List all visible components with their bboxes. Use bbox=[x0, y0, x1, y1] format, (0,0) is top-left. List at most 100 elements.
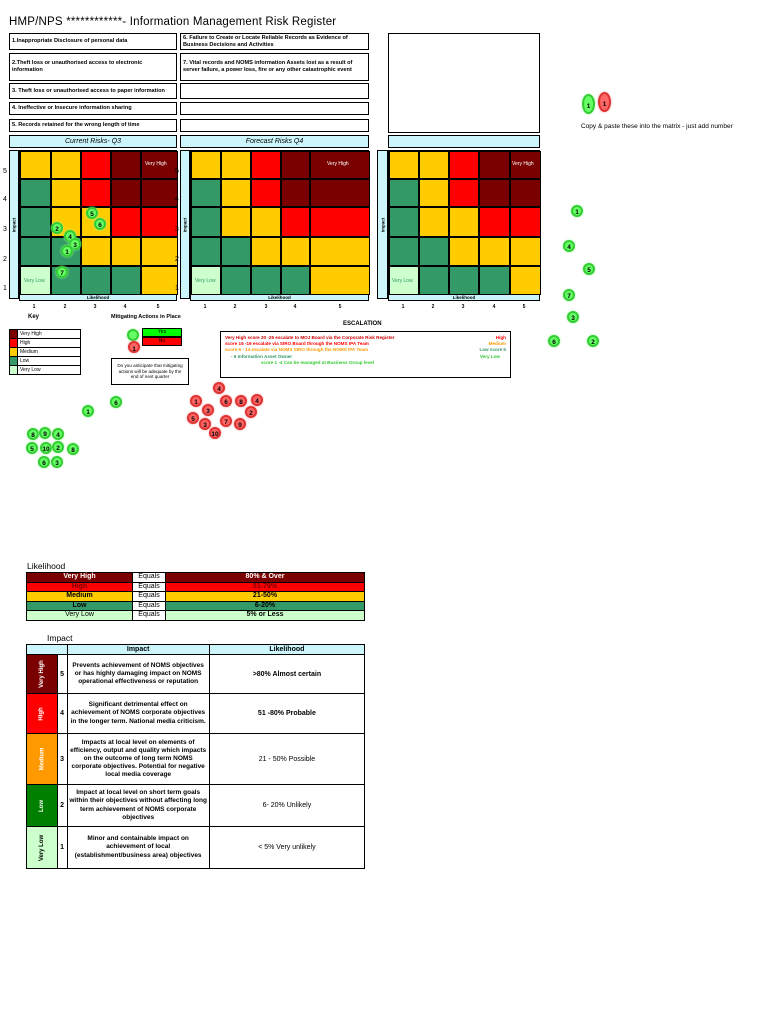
no-label[interactable]: No bbox=[142, 337, 182, 346]
spare-green-bubble[interactable]: 8 bbox=[27, 428, 39, 440]
spare-green-bubble[interactable]: 6 bbox=[110, 396, 122, 408]
loose-bubble[interactable]: 1 bbox=[571, 205, 583, 217]
x-tick: 1 bbox=[401, 304, 405, 310]
escalation-line-very-low: score 1 -4 Can be managed at Business Gr… bbox=[261, 359, 375, 365]
spare-red-bubble[interactable]: 3 bbox=[199, 418, 211, 430]
escalation-label-low: Low score 5 bbox=[479, 347, 506, 353]
x-tick: 2 bbox=[233, 304, 237, 310]
matrix-grid: Very High Very Low bbox=[388, 150, 541, 295]
spare-red-bubble[interactable]: 8 bbox=[235, 395, 247, 407]
impact-column-header: Impact bbox=[66, 644, 210, 655]
risk-bubble-5[interactable]: 5 bbox=[86, 207, 98, 219]
likelihood-row-very-high: Very High Equals 80% & Over bbox=[26, 572, 365, 583]
likelihood-table-title: Likelihood bbox=[27, 561, 66, 571]
risk-8-box[interactable] bbox=[180, 83, 369, 99]
y-tick: 2 bbox=[175, 256, 179, 263]
escalation-line-high: score 15 -19 escalate via SIRO Board thr… bbox=[225, 341, 369, 347]
spare-red-bubble[interactable]: 10 bbox=[209, 427, 221, 439]
loose-bubble[interactable]: 3 bbox=[567, 311, 579, 323]
x-tick: 4 bbox=[492, 304, 496, 310]
notes-box[interactable] bbox=[388, 33, 540, 133]
spare-red-bubble[interactable]: 2 bbox=[245, 406, 257, 418]
x-tick: 5 bbox=[338, 304, 342, 310]
page-title: HMP/NPS ************- Information Manage… bbox=[9, 16, 337, 28]
impact-row-high: High 4 Significant detrimental effect on… bbox=[26, 693, 366, 734]
y-tick: 4 bbox=[175, 196, 179, 203]
escalation-label-very-low: Very Low bbox=[479, 353, 500, 359]
risk-1-box[interactable]: 1.Inappropriate Disclosure of personal d… bbox=[9, 33, 177, 50]
loose-bubble[interactable]: 2 bbox=[587, 335, 599, 347]
key-legend: Very High High Medium Low Very Low bbox=[9, 329, 81, 375]
likelihood-row-high: High Equals 51-79% bbox=[26, 581, 365, 592]
risk-4-box[interactable]: 4. Ineffective or Insecure information s… bbox=[9, 102, 177, 115]
loose-bubble[interactable]: 6 bbox=[548, 335, 560, 347]
impact-table: Impact Likelihood Very High 5 Prevents a… bbox=[26, 644, 366, 869]
spare-red-bubble[interactable]: 1 bbox=[190, 395, 202, 407]
y-tick: 1 bbox=[3, 285, 7, 292]
spare-green-bubble[interactable]: 5 bbox=[26, 442, 38, 454]
green-bubble-template[interactable]: 1 bbox=[582, 94, 595, 114]
escalation-line-very-high: Very High score 20 -25 escalate to MOJ B… bbox=[225, 335, 395, 340]
spare-red-bubble[interactable]: 5 bbox=[187, 412, 199, 424]
no-bubble[interactable]: 1 bbox=[128, 341, 140, 353]
likelihood-axis: Likelihood bbox=[388, 294, 540, 301]
key-item-medium: Medium bbox=[9, 347, 81, 357]
risk-bubble-2[interactable]: 2 bbox=[51, 222, 63, 234]
yes-bubble[interactable] bbox=[127, 329, 139, 341]
risk-bubble-6[interactable]: 6 bbox=[94, 218, 106, 230]
risk-bubble-7[interactable]: 7 bbox=[56, 266, 68, 278]
likelihood-table: Very High Equals 80% & Over High Equals … bbox=[26, 572, 365, 621]
spare-green-bubble[interactable]: 2 bbox=[52, 441, 64, 453]
impact-axis: Impact bbox=[9, 150, 19, 299]
loose-bubble[interactable]: 4 bbox=[563, 240, 575, 252]
palette-instruction: Copy & paste these into the matrix - jus… bbox=[581, 123, 733, 130]
likelihood-axis: Likelihood bbox=[19, 294, 177, 301]
spare-green-bubble[interactable]: 1 bbox=[82, 405, 94, 417]
matrix-3-header bbox=[388, 135, 540, 148]
loose-bubble[interactable]: 7 bbox=[563, 289, 575, 301]
spare-red-bubble[interactable]: 4 bbox=[213, 382, 225, 394]
risk-9-box[interactable] bbox=[180, 102, 369, 115]
key-item-low: Low bbox=[9, 356, 81, 366]
spare-green-bubble[interactable]: 3 bbox=[51, 456, 63, 468]
y-tick: 4 bbox=[3, 196, 7, 203]
likelihood-row-low: Low Equals 6-20% bbox=[26, 600, 365, 611]
y-tick: 3 bbox=[3, 226, 7, 233]
spare-green-bubble[interactable]: 4 bbox=[52, 428, 64, 440]
escalation-label-high: High bbox=[495, 335, 506, 340]
x-tick: 1 bbox=[32, 304, 36, 310]
risk-6-box[interactable]: 6. Failure to Create or Locate Reliable … bbox=[180, 33, 369, 50]
impact-table-title: Impact bbox=[47, 633, 73, 643]
impact-row-low: Low 2 Impact at local level on short ter… bbox=[26, 784, 366, 827]
risk-bubble-1[interactable]: 1 bbox=[61, 245, 73, 257]
spare-green-bubble[interactable]: 10 bbox=[40, 442, 52, 454]
risk-3-box[interactable]: 3. Theft loss or unauthorised access to … bbox=[9, 83, 177, 99]
x-tick: 2 bbox=[431, 304, 435, 310]
loose-bubble[interactable]: 5 bbox=[583, 263, 595, 275]
spare-red-bubble[interactable]: 9 bbox=[234, 418, 246, 430]
spare-green-bubble[interactable]: 8 bbox=[67, 443, 79, 455]
escalation-box: Very High score 20 -25 escalate to MOJ B… bbox=[220, 331, 511, 378]
yes-label[interactable]: Yes bbox=[142, 328, 182, 337]
risk-10-box[interactable] bbox=[180, 119, 369, 132]
y-tick: 5 bbox=[175, 168, 179, 175]
spare-red-bubble[interactable]: 6 bbox=[220, 395, 232, 407]
risk-5-box[interactable]: 5. Records retained for the wrong length… bbox=[9, 119, 177, 132]
spare-green-bubble[interactable]: 9 bbox=[39, 427, 51, 439]
current-risks-header: Current Risks- Q3 bbox=[9, 135, 177, 148]
spare-green-bubble[interactable]: 6 bbox=[38, 456, 50, 468]
spare-red-bubble[interactable]: 7 bbox=[220, 415, 232, 427]
likelihood-row-very-low: Very Low Equals 5% or Less bbox=[26, 610, 365, 621]
escalation-title: ESCALATION bbox=[343, 321, 382, 327]
impact-axis: Impact bbox=[180, 150, 190, 299]
spare-red-bubble[interactable]: 4 bbox=[251, 394, 263, 406]
mitigating-question: Do you anticipate that mitigating action… bbox=[111, 358, 189, 385]
x-tick: 4 bbox=[293, 304, 297, 310]
risk-2-box[interactable]: 2.Theft loss or unauthorised access to e… bbox=[9, 53, 177, 81]
risk-7-box[interactable]: 7. Vital records and NOMS information As… bbox=[180, 53, 369, 81]
x-tick: 4 bbox=[123, 304, 127, 310]
spare-red-bubble[interactable]: 3 bbox=[202, 404, 214, 416]
x-tick: 5 bbox=[522, 304, 526, 310]
x-tick: 3 bbox=[264, 304, 268, 310]
red-bubble-template[interactable]: 1 bbox=[598, 92, 611, 112]
